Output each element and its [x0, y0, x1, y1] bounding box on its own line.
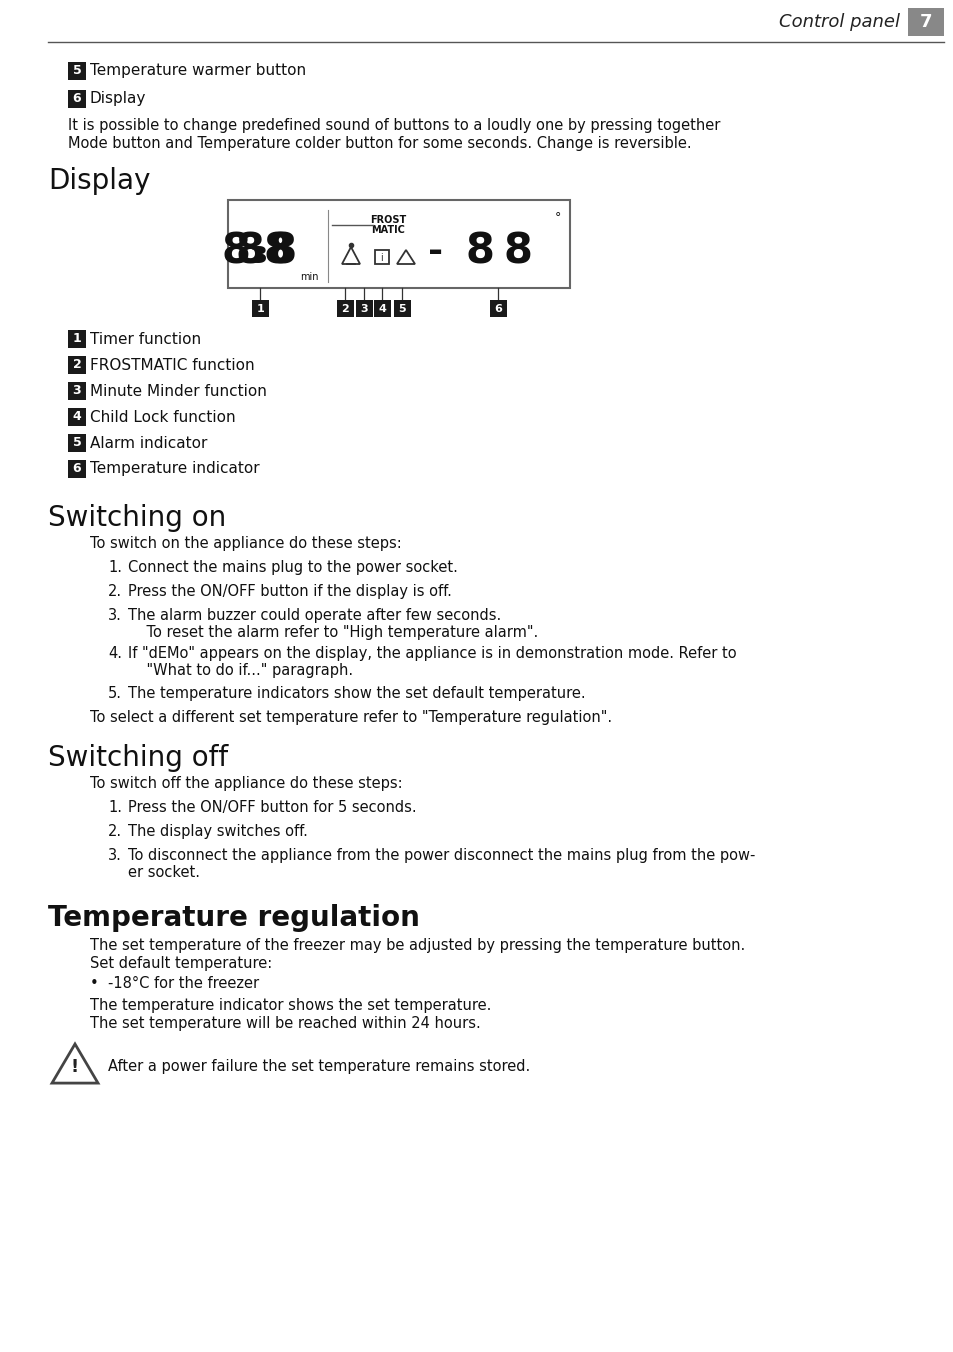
- Text: °: °: [555, 211, 560, 224]
- Text: Minute Minder function: Minute Minder function: [90, 384, 267, 399]
- Text: 5: 5: [72, 65, 81, 77]
- Text: To disconnect the appliance from the power disconnect the mains plug from the po: To disconnect the appliance from the pow…: [128, 848, 755, 863]
- Text: Temperature warmer button: Temperature warmer button: [90, 64, 306, 78]
- Bar: [68, 408, 86, 426]
- Text: 4: 4: [378, 303, 386, 314]
- Text: FROST: FROST: [370, 215, 406, 224]
- Text: i: i: [380, 253, 383, 264]
- Text: Temperature indicator: Temperature indicator: [90, 461, 259, 476]
- Text: FROSTMATIC function: FROSTMATIC function: [90, 357, 254, 373]
- Text: To switch off the appliance do these steps:: To switch off the appliance do these ste…: [90, 776, 402, 791]
- Text: 1: 1: [72, 333, 81, 346]
- Text: The set temperature of the freezer may be adjusted by pressing the temperature b: The set temperature of the freezer may b…: [90, 938, 744, 953]
- Text: Alarm indicator: Alarm indicator: [90, 435, 207, 450]
- Text: Timer function: Timer function: [90, 331, 201, 346]
- Text: 8: 8: [465, 231, 494, 273]
- Text: After a power failure the set temperature remains stored.: After a power failure the set temperatur…: [108, 1059, 530, 1073]
- Text: min: min: [299, 272, 318, 283]
- Text: 5: 5: [72, 437, 81, 449]
- Text: Switching on: Switching on: [48, 504, 226, 531]
- Text: 7: 7: [919, 14, 931, 31]
- Text: Switching off: Switching off: [48, 744, 228, 772]
- Text: !: !: [71, 1059, 79, 1076]
- Text: Display: Display: [90, 92, 146, 107]
- Text: 8₃8: 8₃8: [222, 231, 297, 273]
- Bar: [907, 8, 943, 37]
- Bar: [375, 250, 389, 264]
- Text: 8: 8: [235, 231, 264, 273]
- Bar: [68, 383, 86, 400]
- Text: 1.: 1.: [108, 800, 122, 815]
- Text: •  -18°C for the freezer: • -18°C for the freezer: [90, 976, 259, 991]
- Text: "What to do if..." paragraph.: "What to do if..." paragraph.: [128, 662, 353, 677]
- Text: 2: 2: [341, 303, 349, 314]
- Bar: [374, 300, 391, 316]
- Text: To select a different set temperature refer to "Temperature regulation".: To select a different set temperature re…: [90, 710, 612, 725]
- Text: If "dEMo" appears on the display, the appliance is in demonstration mode. Refer : If "dEMo" appears on the display, the ap…: [128, 646, 736, 661]
- Text: 3.: 3.: [108, 848, 122, 863]
- Bar: [68, 330, 86, 347]
- Bar: [490, 300, 506, 316]
- Bar: [68, 91, 86, 108]
- Text: 2.: 2.: [108, 823, 122, 840]
- Text: -: -: [428, 235, 443, 269]
- Bar: [252, 300, 269, 316]
- Text: Display: Display: [48, 168, 151, 195]
- Bar: [68, 434, 86, 452]
- Bar: [336, 300, 354, 316]
- Text: The temperature indicator shows the set temperature.: The temperature indicator shows the set …: [90, 998, 491, 1013]
- Text: 3: 3: [72, 384, 81, 397]
- Text: Connect the mains plug to the power socket.: Connect the mains plug to the power sock…: [128, 560, 457, 575]
- Bar: [355, 300, 373, 316]
- Bar: [68, 460, 86, 479]
- Text: The set temperature will be reached within 24 hours.: The set temperature will be reached with…: [90, 1015, 480, 1032]
- Text: Press the ON/OFF button if the display is off.: Press the ON/OFF button if the display i…: [128, 584, 452, 599]
- Text: The display switches off.: The display switches off.: [128, 823, 308, 840]
- Text: The temperature indicators show the set default temperature.: The temperature indicators show the set …: [128, 685, 585, 700]
- Bar: [68, 356, 86, 375]
- Text: 6: 6: [72, 462, 81, 476]
- Text: Mode button and Temperature colder button for some seconds. Change is reversible: Mode button and Temperature colder butto…: [68, 137, 691, 151]
- Text: 8: 8: [503, 231, 532, 273]
- Text: It is possible to change predefined sound of buttons to a loudly one by pressing: It is possible to change predefined soun…: [68, 118, 720, 132]
- Text: 5: 5: [398, 303, 406, 314]
- Text: er socket.: er socket.: [128, 865, 200, 880]
- Bar: [68, 62, 86, 80]
- Text: 4.: 4.: [108, 646, 122, 661]
- Text: 2: 2: [72, 358, 81, 372]
- Bar: [394, 300, 411, 316]
- Text: Control panel: Control panel: [779, 14, 899, 31]
- Text: 1: 1: [256, 303, 264, 314]
- Text: 5.: 5.: [108, 685, 122, 700]
- Text: 2.: 2.: [108, 584, 122, 599]
- Text: 3: 3: [360, 303, 368, 314]
- Bar: [228, 200, 569, 288]
- Text: The alarm buzzer could operate after few seconds.: The alarm buzzer could operate after few…: [128, 608, 500, 623]
- Text: 1.: 1.: [108, 560, 122, 575]
- Text: To switch on the appliance do these steps:: To switch on the appliance do these step…: [90, 535, 401, 552]
- Text: MATIC: MATIC: [371, 224, 404, 235]
- Text: 4: 4: [72, 411, 81, 423]
- Text: 6: 6: [494, 303, 502, 314]
- Text: Set default temperature:: Set default temperature:: [90, 956, 272, 971]
- Text: 6: 6: [72, 92, 81, 105]
- Text: Press the ON/OFF button for 5 seconds.: Press the ON/OFF button for 5 seconds.: [128, 800, 416, 815]
- Text: 8: 8: [263, 231, 293, 273]
- Text: Temperature regulation: Temperature regulation: [48, 904, 419, 932]
- Text: 3.: 3.: [108, 608, 122, 623]
- Text: Child Lock function: Child Lock function: [90, 410, 235, 425]
- Text: To reset the alarm refer to "High temperature alarm".: To reset the alarm refer to "High temper…: [128, 625, 537, 639]
